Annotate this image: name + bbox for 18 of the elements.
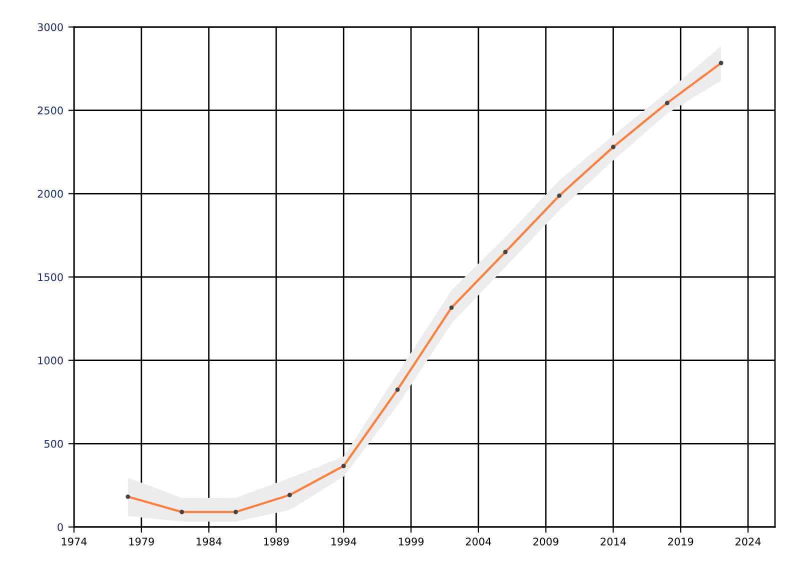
x-tick-label: 2019: [668, 538, 694, 546]
x-tick-label: 2024: [736, 538, 761, 546]
x-tick-label: 2004: [466, 538, 492, 546]
x-tick-label: 2009: [533, 538, 558, 546]
x-tick-label: 1999: [398, 538, 424, 546]
y-tick-label: 1000: [38, 356, 63, 364]
x-tick-label: 1974: [62, 538, 87, 546]
x-tick-label: 1994: [332, 538, 356, 546]
y-tick-label: 1500: [38, 273, 63, 282]
x-tick-label: 1984: [196, 538, 222, 546]
y-tick-label: 2000: [38, 190, 63, 198]
y-tick-label: 500: [44, 440, 63, 448]
x-tick-label: 2014: [600, 538, 626, 546]
y-tick-label: 3000: [38, 23, 63, 32]
x-tick-label: 1989: [264, 538, 289, 546]
y-tick-label: 0: [58, 523, 63, 532]
x-tick-label: 1979: [129, 538, 154, 546]
y-tick-label: 2500: [38, 106, 63, 114]
